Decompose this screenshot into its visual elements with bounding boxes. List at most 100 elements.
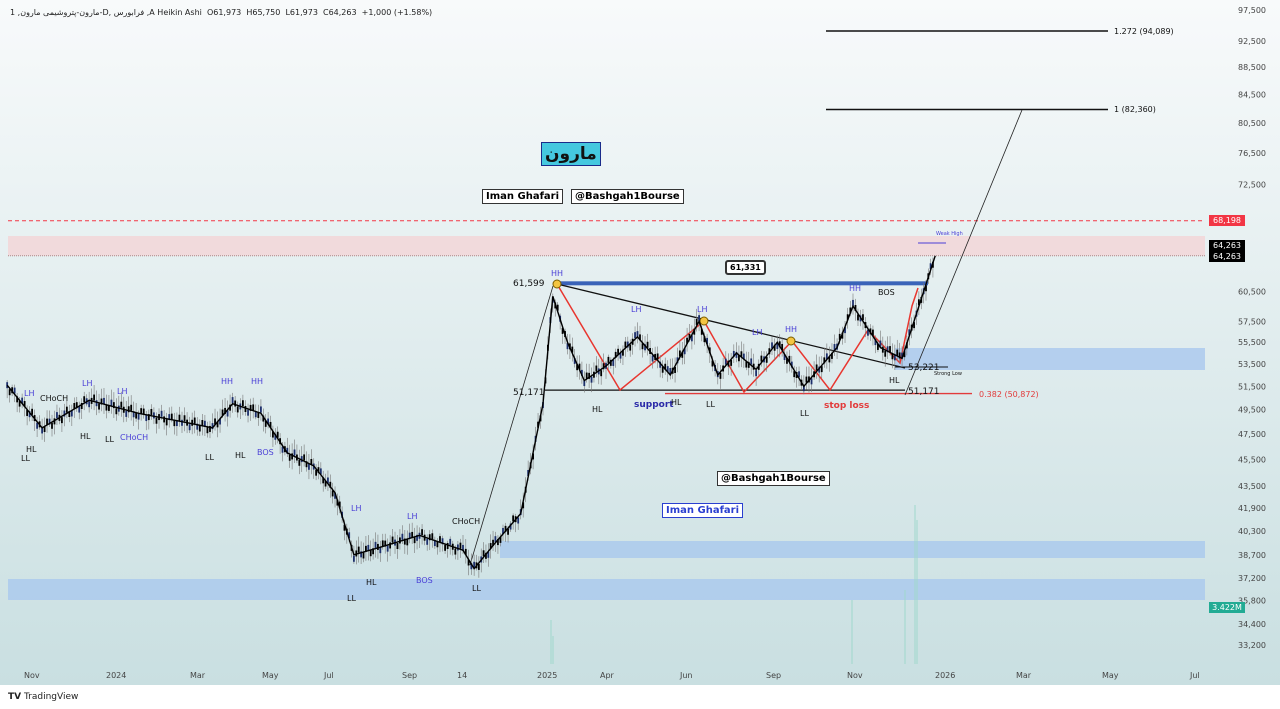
chart-annotation: LL — [800, 409, 809, 418]
chart-style: Heikin Ashi — [157, 8, 202, 17]
chart-annotation: LL — [21, 454, 30, 463]
time-tick-label: Jul — [1189, 671, 1200, 680]
chart-annotation: HL — [592, 405, 603, 414]
chart-annotation: LH — [631, 305, 642, 314]
price-tick-label: 76,500 — [1238, 149, 1266, 158]
price-series-line — [6, 255, 936, 570]
chart-annotation: HH — [785, 325, 798, 334]
chart-annotation: LH — [117, 387, 128, 396]
demand-zone-3 — [8, 579, 1205, 600]
channel-watermark: @Bashgah1Bourse — [571, 189, 684, 204]
projection-arrow — [904, 109, 1023, 396]
chart-annotation: 1.272 (94,089) — [1114, 27, 1174, 36]
price-tick-label: 34,400 — [1238, 620, 1266, 629]
demand-zone-1 — [895, 348, 1205, 370]
chart-annotation: LL — [205, 453, 214, 462]
chart-annotation: HL — [889, 376, 900, 385]
price-tick-label: 53,500 — [1238, 360, 1266, 369]
chart-annotation: HL — [366, 578, 377, 587]
price-tick-label: 55,500 — [1238, 338, 1266, 347]
impulse-line — [469, 285, 554, 566]
descending-trendline — [556, 283, 906, 369]
chart-annotation: LL — [347, 594, 356, 603]
author-watermark-2: Iman Ghafari — [662, 503, 744, 518]
time-tick-label: 2026 — [935, 671, 955, 680]
time-tick-label: Jun — [679, 671, 693, 680]
chart-annotation: 61,599 — [513, 279, 545, 289]
chart-annotation: BOS — [416, 576, 433, 585]
last-price-badge: 64,263 — [1209, 240, 1245, 251]
time-tick-label: Sep — [766, 671, 781, 680]
chart-annotation: HL — [26, 445, 37, 454]
chart-annotation: HH — [551, 269, 564, 278]
ohlc-change: +1,000 (+1.58%) — [361, 8, 433, 17]
chart-annotation: CHoCH — [120, 433, 149, 442]
brand-name: TradingView — [23, 692, 79, 702]
chart-annotation: HL — [80, 432, 91, 441]
pivot-marker — [786, 336, 796, 346]
price-tick-label: 38,700 — [1238, 551, 1266, 560]
resistance-callout: 61,331 — [725, 260, 766, 275]
chart-annotation: BOS — [257, 448, 274, 457]
time-tick-label: Apr — [600, 671, 615, 680]
last-price-badge-2: 64,263 — [1209, 251, 1245, 262]
zigzag-pattern — [556, 283, 919, 394]
chart-annotation: LL — [472, 584, 481, 593]
time-tick-label: Sep — [402, 671, 417, 680]
chart-annotation: LH — [351, 504, 362, 513]
chart-annotation: 51,171 — [513, 388, 545, 398]
pivot-marker — [552, 279, 562, 289]
demand-zone-2 — [500, 541, 1205, 558]
alert-price-badge: 68,198 — [1209, 215, 1245, 226]
chart-annotation: LL — [706, 400, 715, 409]
price-tick-label: 88,500 — [1238, 63, 1266, 72]
price-tick-label: 84,500 — [1238, 90, 1266, 99]
time-tick-label: 14 — [457, 671, 467, 680]
symbol-legend: 1 ,مارون-پتروشیمی مارون-D, فرابورس ,A He… — [10, 8, 432, 17]
time-tick-label: Nov — [24, 671, 40, 680]
chart-annotation: LH — [697, 305, 708, 314]
chart-annotation: 1 (82,360) — [1114, 105, 1156, 114]
chart-annotation: LH — [407, 512, 418, 521]
chart-annotation: LH — [24, 389, 35, 398]
supply-zone — [8, 236, 1205, 256]
author-watermark: Iman Ghafari — [482, 189, 564, 204]
chart-annotation: HH — [251, 377, 264, 386]
chart-annotation: CHoCH — [452, 517, 481, 526]
chart-annotation: CHoCH — [40, 394, 69, 403]
time-tick-label: 2025 — [537, 671, 557, 680]
time-tick-label: Mar — [190, 671, 206, 680]
price-tick-label: 47,500 — [1238, 430, 1266, 439]
chart-annotation: 0.382 (50,872) — [979, 390, 1039, 399]
resistance-band — [555, 281, 928, 286]
price-tick-label: 92,500 — [1238, 37, 1266, 46]
time-tick-label: May — [1102, 671, 1119, 680]
price-tick-label: 60,500 — [1238, 287, 1266, 296]
chart-annotation: LH — [82, 379, 93, 388]
chart-annotation: Strong Low — [934, 371, 962, 377]
tradingview-logo[interactable]: TV TradingView — [8, 692, 79, 702]
ohlc-open: O61,973 — [206, 8, 242, 17]
price-tick-label: 40,300 — [1238, 527, 1266, 536]
chart-annotation: 51,171 — [908, 387, 940, 397]
price-tick-label: 45,500 — [1238, 455, 1266, 464]
price-tick-label: 43,500 — [1238, 482, 1266, 491]
time-tick-label: Jul — [323, 671, 334, 680]
time-tick-label: 2024 — [106, 671, 126, 680]
price-tick-label: 51,500 — [1238, 382, 1266, 391]
chart-annotation: HL — [671, 398, 682, 407]
title-watermark: مارون — [541, 142, 601, 166]
pivot-marker — [699, 316, 709, 326]
symbol-name: 1 ,مارون-پتروشیمی مارون-D, فرابورس ,A — [10, 8, 155, 17]
chart-annotation: LL — [105, 435, 114, 444]
time-tick-label: Nov — [847, 671, 863, 680]
price-axis[interactable] — [1205, 0, 1280, 685]
channel-watermark-2: @Bashgah1Bourse — [717, 471, 830, 486]
volume-badge: 3.422M — [1209, 602, 1245, 613]
price-tick-label: 57,500 — [1238, 317, 1266, 326]
ohlc-high: H65,750 — [246, 8, 281, 17]
time-tick-label: Mar — [1016, 671, 1032, 680]
chart-annotation: 53,221 — [908, 363, 940, 373]
chart-plot-area[interactable] — [0, 0, 1205, 685]
